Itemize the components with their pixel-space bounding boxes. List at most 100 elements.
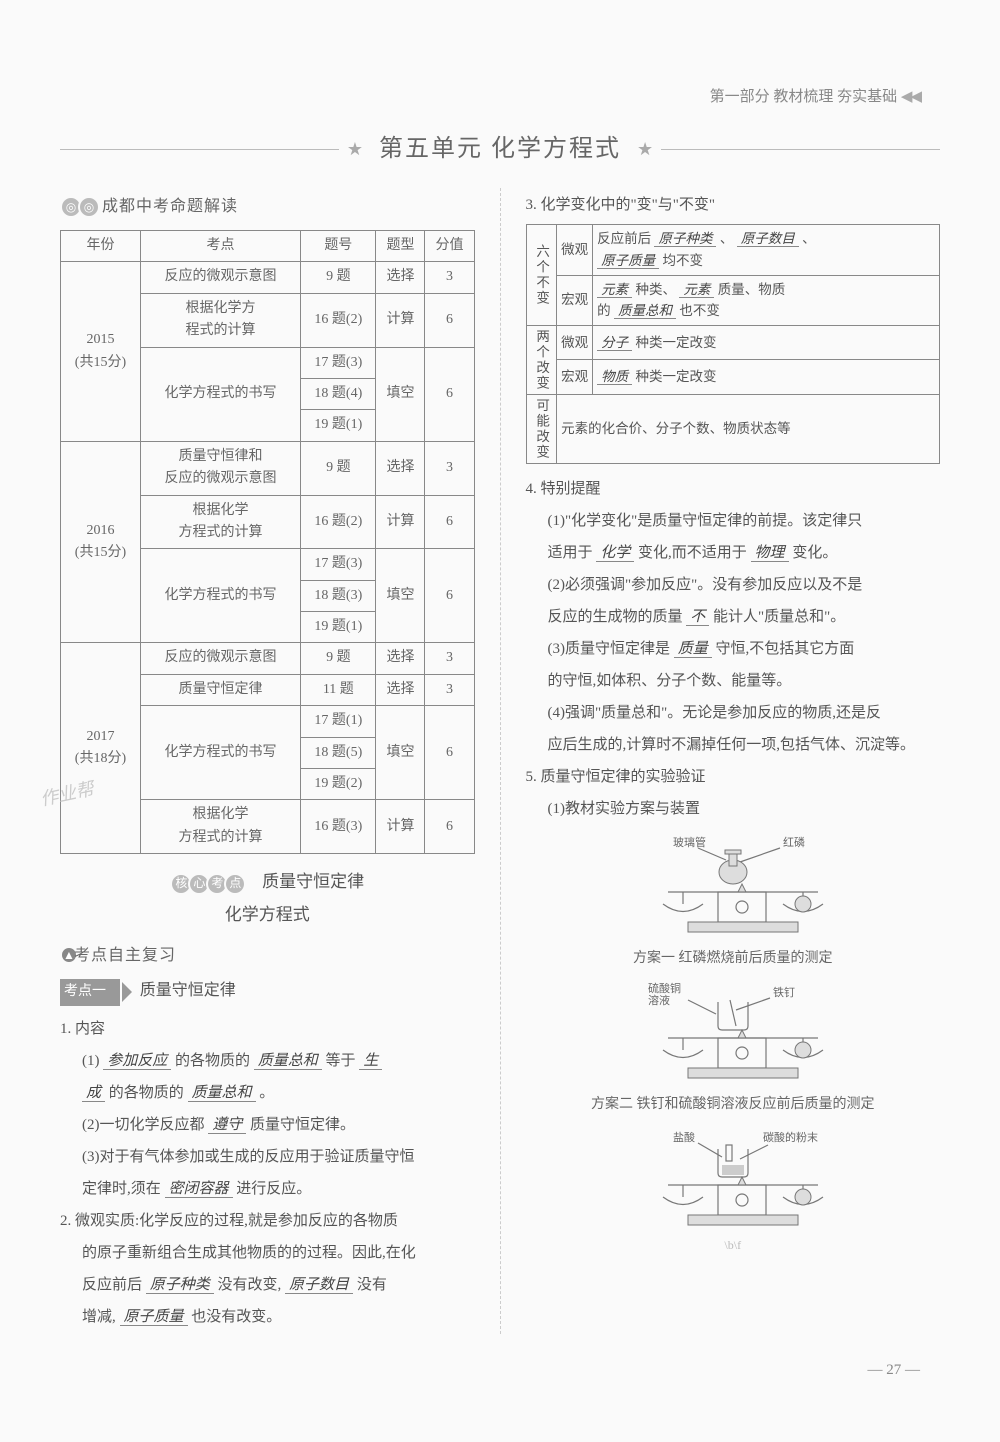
blank: 原子数目 [285, 1277, 353, 1294]
arrow-icon [122, 982, 132, 1002]
s1-1-cont: 成 的各物质的 质量总和 。 [60, 1078, 475, 1108]
s4-title: 4. 特别提醒 [526, 474, 941, 504]
topic-1-header: 考点一 质量守恒定律 [60, 978, 475, 1005]
th-qtype: 题型 [376, 230, 425, 261]
cell-year: 2016(共15分) [61, 441, 141, 643]
s4-2a: (2)必须强调"参加反应"。没有参加反应以及不是 [526, 570, 941, 600]
t: 种类一定改变 [635, 369, 716, 384]
cell: 选择 [376, 441, 425, 495]
cell: 化学方程式的书写 [140, 347, 300, 441]
balance-flask-icon: 玻璃管 红磷 [618, 834, 848, 944]
cell: 6 [425, 347, 474, 441]
t: 定律时,须在 [82, 1181, 161, 1197]
cell: 16 题(2) [301, 293, 376, 347]
cell: 6 [425, 800, 474, 854]
bubble-icon: 点 [224, 873, 246, 895]
cell: 元素 种类、 元素 质量、物质 的 质量总和 也不变 [593, 275, 940, 325]
t: 六个不变 [531, 244, 553, 306]
t: 变化。 [792, 545, 837, 561]
cell: 18 题(5) [301, 737, 376, 768]
s5-1: (1)教材实验方案与装置 [526, 794, 941, 824]
cell: 17 题(1) [301, 706, 376, 737]
blank: 质量总和 [614, 303, 676, 319]
fig3-note: \b\f [526, 1236, 941, 1255]
s4-2b: 反应的生成物的质量 不 能计人"质量总和"。 [526, 602, 941, 632]
t: 可能改变 [531, 398, 553, 460]
th-year: 年份 [61, 230, 141, 261]
breadcrumb-text: 第一部分 教材梳理 夯实基础 [710, 89, 898, 105]
t: 质量、物质 [718, 282, 786, 297]
t: (2)一切化学反应都 [82, 1117, 205, 1133]
topic-1-prefix: 考点一 [60, 979, 120, 1005]
cell: 17 题(3) [301, 549, 376, 580]
unit-title: 第五单元 化学方程式 [371, 130, 629, 168]
cell: 质量守恒律和反应的微观示意图 [140, 441, 300, 495]
t: 种类、 [635, 282, 676, 297]
s4-3a: (3)质量守恒定律是 质量 守恒,不包括其它方面 [526, 634, 941, 664]
fig1-label-1: 玻璃管 [673, 835, 706, 849]
blank: 成 [82, 1085, 105, 1102]
fig1-label-2: 红磷 [783, 836, 805, 849]
fig2-label-2: 铁钉 [773, 986, 795, 999]
s5-title: 5. 质量守恒定律的实验验证 [526, 762, 941, 792]
cell: 3 [425, 674, 474, 705]
cell: 六个不变 [526, 225, 557, 325]
cell: 9 题 [301, 262, 376, 293]
section-badge-2-text: 考点自主复习 [74, 943, 176, 969]
s4-3c: 的守恒,如体积、分子个数、能量等。 [526, 666, 941, 696]
s1-title: 1. 内容 [60, 1014, 475, 1044]
s2-e: 增减, 原子质量 也没有改变。 [60, 1302, 475, 1332]
t: 。 [259, 1085, 274, 1101]
balance-acid-icon: 盐酸 碳酸的粉末 [618, 1127, 848, 1232]
t: 两个改变 [531, 329, 553, 391]
t: 质量守恒定律。 [250, 1117, 355, 1133]
cell: 填空 [376, 706, 425, 800]
cell: 化学方程式的书写 [140, 706, 300, 800]
figure-1-caption: 方案一 红磷燃烧前后质量的测定 [526, 948, 941, 970]
cell: 可能改变 [526, 394, 557, 463]
cell: 物质 种类一定改变 [593, 360, 940, 395]
left-column: ◎ ◎ 成都中考命题解读 年份 考点 题号 题型 分值 2015(共15分) 反… [60, 188, 475, 1333]
cell: 3 [425, 643, 474, 674]
t: 适用于 [548, 545, 593, 561]
cell-year: 2015(共15分) [61, 262, 141, 441]
cell: 选择 [376, 643, 425, 674]
blank: 生 [359, 1053, 382, 1070]
t: 进行反应。 [236, 1181, 311, 1197]
t: 的 [597, 303, 611, 318]
blank: 物理 [751, 545, 789, 562]
t: 反应前后 [82, 1277, 142, 1293]
cell: 9 题 [301, 643, 376, 674]
core-2: 化学方程式 [60, 901, 475, 928]
rule-right [661, 149, 940, 150]
cell: 3 [425, 441, 474, 495]
cell: 反应前后 原子种类 、 原子数目 、 原子质量 均不变 [593, 225, 940, 275]
figure-3: 盐酸 碳酸的粉末 \b\f [526, 1127, 941, 1255]
cell: 根据化学方程式的计算 [140, 800, 300, 854]
balance-beaker-icon: 硫酸铜 溶液 铁钉 [618, 980, 848, 1090]
cell: 6 [425, 495, 474, 549]
cell: 6 [425, 549, 474, 643]
cell: 质量守恒定律 [140, 674, 300, 705]
t: 也没有改变。 [191, 1309, 281, 1325]
cell: 18 题(4) [301, 378, 376, 409]
th-topic: 考点 [140, 230, 300, 261]
t: 种类一定改变 [635, 335, 716, 350]
blank: 元素 [597, 282, 632, 298]
blank: 质量总和 [254, 1053, 322, 1070]
s2-a: 的原子重新组合生成其他物质的的过程。因此,在化 [60, 1238, 475, 1268]
s4-4b: 应后生成的,计算时不漏掉任何一项,包括气体、沉淀等。 [526, 730, 941, 760]
cell: 微观 [557, 225, 593, 275]
cell: 计算 [376, 293, 425, 347]
t: 变化,而不适用于 [638, 545, 747, 561]
cell: 6 [425, 706, 474, 800]
column-divider [500, 188, 501, 1333]
s1-1: (1) 参加反应 的各物质的 质量总和 等于 生 [60, 1046, 475, 1076]
cell: 11 题 [301, 674, 376, 705]
section-badge-1: ◎ ◎ 成都中考命题解读 [60, 194, 475, 220]
change-table: 六个不变 微观 反应前后 原子种类 、 原子数目 、 原子质量 均不变 宏观 元… [526, 224, 941, 463]
cell: 根据化学方程式的计算 [140, 495, 300, 549]
t: 、 [720, 231, 734, 246]
figure-1: 玻璃管 红磷 [526, 834, 941, 944]
t: 没有改变, [218, 1277, 282, 1293]
